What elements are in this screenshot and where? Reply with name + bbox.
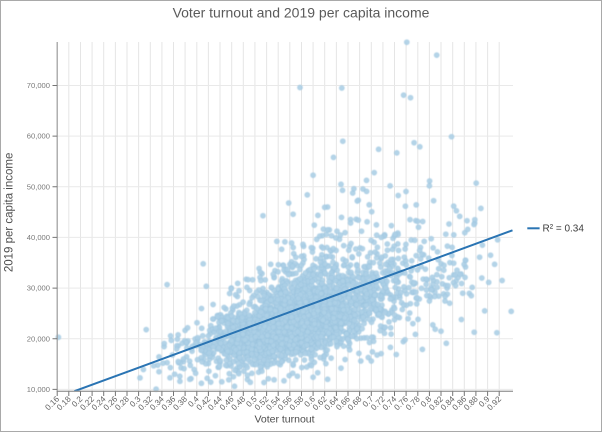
svg-text:R² = 0.34: R² = 0.34 xyxy=(543,224,585,235)
svg-text:30,000: 30,000 xyxy=(27,284,50,293)
svg-text:10,000: 10,000 xyxy=(27,385,50,394)
svg-text:60,000: 60,000 xyxy=(27,132,50,141)
svg-text:70,000: 70,000 xyxy=(27,81,50,90)
svg-text:20,000: 20,000 xyxy=(27,334,50,343)
svg-text:2019 per capita income: 2019 per capita income xyxy=(3,153,15,273)
svg-text:Voter turnout: Voter turnout xyxy=(254,414,314,426)
svg-text:40,000: 40,000 xyxy=(27,233,50,242)
svg-text:50,000: 50,000 xyxy=(27,182,50,191)
svg-text:Voter turnout and 2019 per cap: Voter turnout and 2019 per capita income xyxy=(173,5,430,21)
